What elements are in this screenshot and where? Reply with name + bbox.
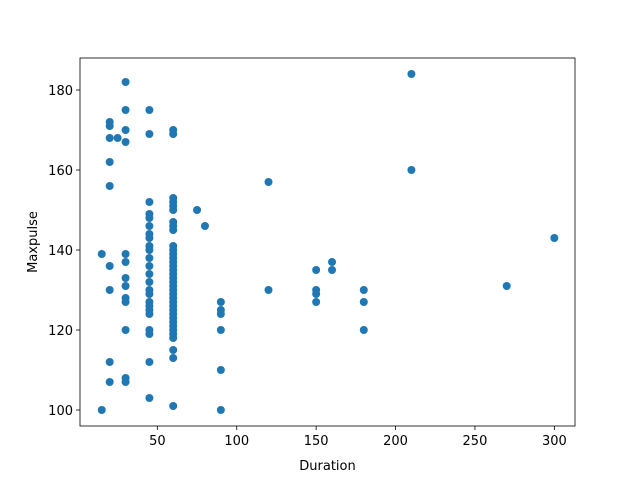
data-point	[145, 278, 154, 286]
data-point	[359, 326, 368, 334]
y-axis-label: Maxpulse	[26, 211, 41, 273]
data-point	[264, 286, 273, 294]
data-point	[145, 290, 154, 298]
data-point	[169, 402, 178, 410]
data-point	[105, 134, 114, 142]
data-point	[105, 182, 114, 190]
data-point	[145, 234, 154, 242]
data-point	[145, 270, 154, 278]
axes-frame	[79, 57, 576, 427]
x-tick-label: 100	[224, 434, 249, 449]
data-point	[145, 262, 154, 270]
x-tick-label: 150	[304, 434, 329, 449]
data-point	[216, 406, 225, 414]
data-point	[121, 250, 130, 258]
data-point	[216, 310, 225, 318]
data-point	[169, 130, 178, 138]
data-point	[121, 106, 130, 114]
data-point	[121, 378, 130, 386]
data-point	[264, 178, 273, 186]
x-tick-label: 250	[463, 434, 488, 449]
data-point	[121, 298, 130, 306]
data-point	[169, 206, 178, 214]
data-point	[105, 286, 114, 294]
data-point	[105, 358, 114, 366]
data-point	[145, 222, 154, 230]
data-point	[145, 106, 154, 114]
data-point	[145, 310, 154, 318]
data-point	[200, 222, 209, 230]
y-tick-label: 180	[48, 84, 73, 99]
data-point	[328, 266, 337, 274]
data-point	[145, 254, 154, 262]
data-point	[105, 158, 114, 166]
data-point	[113, 134, 122, 142]
data-point	[145, 130, 154, 138]
data-point	[145, 214, 154, 222]
y-tick-label: 140	[48, 244, 73, 259]
data-point	[216, 298, 225, 306]
data-point	[328, 258, 337, 266]
x-axis-label: Duration	[299, 459, 355, 474]
x-axis: 50 100 150 200 250 300	[149, 426, 567, 449]
data-point	[145, 246, 154, 254]
data-point	[105, 378, 114, 386]
data-points	[97, 70, 559, 414]
data-point	[407, 70, 416, 78]
data-point	[97, 406, 106, 414]
data-point	[169, 334, 178, 342]
data-point	[145, 198, 154, 206]
data-point	[121, 326, 130, 334]
data-point	[169, 226, 178, 234]
data-point	[312, 298, 321, 306]
data-point	[216, 326, 225, 334]
x-tick-label: 300	[542, 434, 567, 449]
data-point	[121, 138, 130, 146]
data-point	[359, 298, 368, 306]
data-point	[169, 354, 178, 362]
y-tick-label: 120	[48, 324, 73, 339]
data-point	[105, 122, 114, 130]
data-point	[145, 330, 154, 338]
x-tick-label: 50	[149, 434, 166, 449]
data-point	[97, 250, 106, 258]
data-point	[216, 366, 225, 374]
data-point	[121, 126, 130, 134]
data-point	[550, 234, 559, 242]
data-point	[169, 346, 178, 354]
data-point	[145, 358, 154, 366]
data-point	[145, 394, 154, 402]
y-axis: 100 120 140 160 180	[48, 84, 80, 419]
data-point	[502, 282, 511, 290]
x-tick-label: 200	[383, 434, 408, 449]
data-point	[121, 258, 130, 266]
data-point	[312, 290, 321, 298]
data-point	[359, 286, 368, 294]
data-point	[312, 266, 321, 274]
data-point	[121, 274, 130, 282]
data-point	[105, 262, 114, 270]
y-tick-label: 160	[48, 164, 73, 179]
data-point	[121, 78, 130, 86]
y-tick-label: 100	[48, 404, 73, 419]
data-point	[193, 206, 202, 214]
data-point	[407, 166, 416, 174]
data-point	[121, 282, 130, 290]
